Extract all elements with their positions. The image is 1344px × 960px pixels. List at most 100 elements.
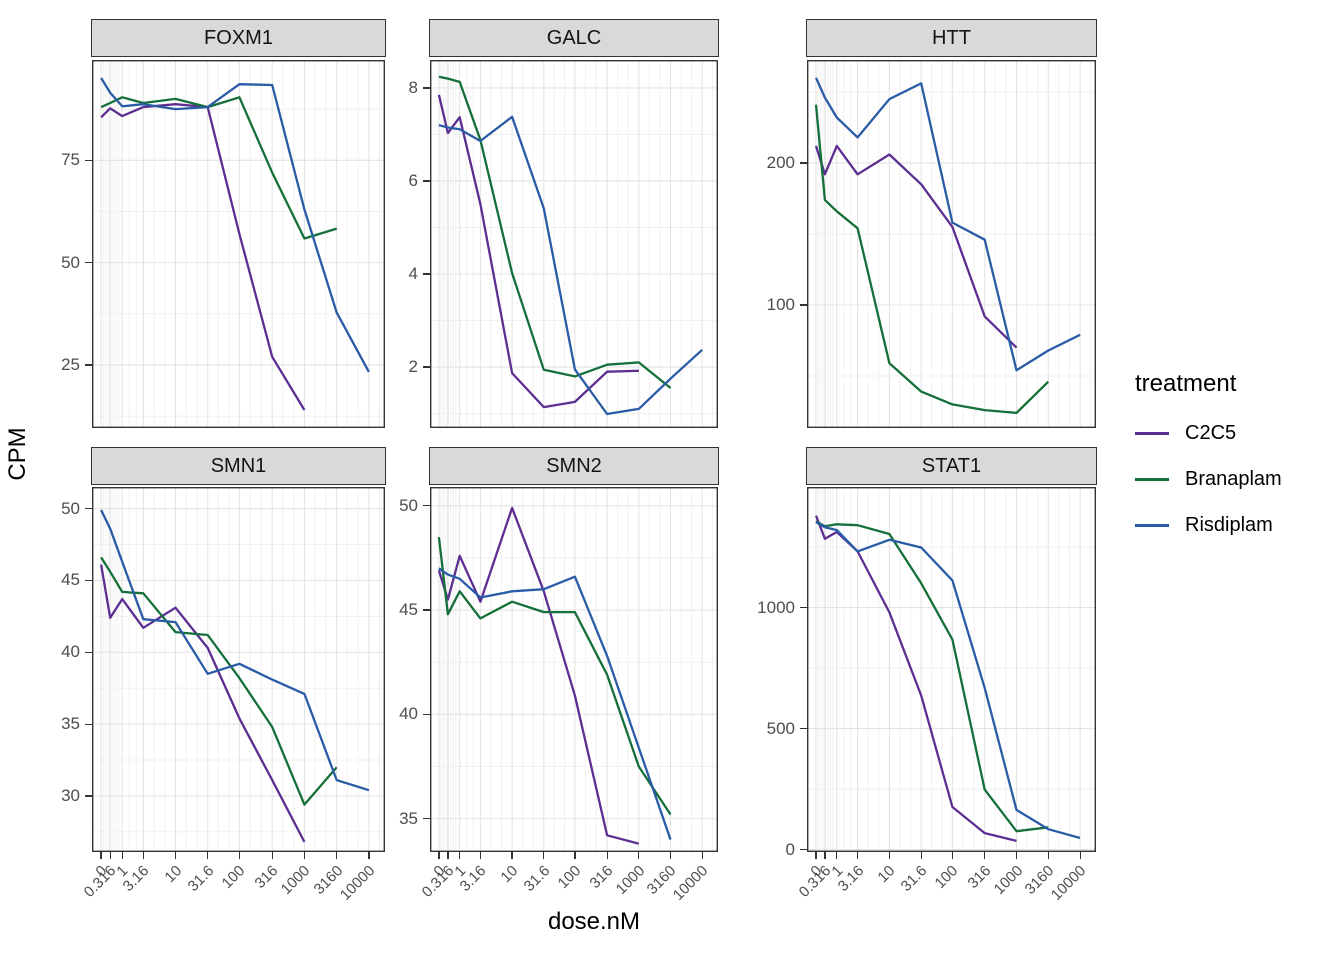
line-c2c5-smn1	[99, 564, 306, 843]
x-tick-mark	[606, 852, 608, 859]
x-tick-mark	[303, 852, 306, 859]
x-tick-mark	[701, 852, 703, 859]
legend-title: treatment	[1135, 370, 1237, 397]
y-tick-mark	[85, 651, 92, 653]
facet-strip-foxm1: FOXM1	[91, 19, 386, 57]
facet-strip-smn1: SMN1	[91, 447, 386, 485]
y-tick-mark	[85, 579, 92, 582]
line-c2c5-foxm1	[100, 103, 306, 411]
y-tick-mark	[85, 364, 92, 366]
facet-strip-label: STAT1	[921, 454, 982, 477]
line-branaplam-htt	[814, 104, 1050, 415]
y-tick-label: 1000	[757, 597, 795, 617]
facet-panel-htt	[807, 60, 1096, 428]
y-tick-label: 4	[408, 264, 418, 283]
y-tick-mark	[800, 162, 807, 164]
x-tick-mark	[479, 852, 482, 859]
y-tick-label: 500	[766, 718, 795, 738]
facet-strip-label: SMN1	[210, 454, 267, 477]
x-tick-mark	[669, 852, 672, 859]
legend-entry-risdiplam: Risdiplam	[1135, 512, 1335, 538]
y-tick-label: 6	[408, 170, 418, 190]
y-tick-label: 8	[408, 77, 418, 97]
y-tick-mark	[423, 713, 430, 716]
line-branaplam-stat1	[815, 520, 1049, 833]
x-tick-mark	[121, 852, 123, 859]
x-tick-mark	[856, 852, 859, 859]
x-tick-mark	[888, 852, 891, 859]
legend-label: Branaplam	[1185, 467, 1282, 490]
x-tick-mark	[920, 852, 922, 859]
c2c5-line-key	[1135, 431, 1169, 435]
facet-strip-smn2: SMN2	[429, 447, 719, 485]
facet-strip-label: FOXM1	[204, 26, 273, 49]
facet-panel-smn2	[430, 487, 718, 852]
x-tick-mark	[1047, 852, 1049, 859]
facet-strip-label: GALC	[546, 26, 602, 49]
y-tick-label: 35	[61, 714, 80, 734]
x-tick-mark	[447, 852, 449, 859]
facet-strip-label: SMN2	[546, 454, 602, 477]
y-tick-label: 75	[61, 150, 80, 170]
line-risdiplam-galc	[438, 115, 703, 416]
legend-label: C2C5	[1185, 421, 1237, 444]
facet-panel-stat1	[807, 487, 1096, 852]
x-tick-mark	[574, 852, 576, 859]
y-tick-mark	[423, 273, 430, 275]
y-tick-mark	[800, 304, 807, 306]
x-tick-mark	[336, 852, 338, 859]
y-tick-mark	[800, 606, 807, 609]
y-tick-mark	[800, 727, 807, 730]
y-tick-label: 30	[61, 785, 80, 805]
line-c2c5-smn2	[437, 506, 640, 845]
y-tick-mark	[423, 818, 430, 820]
line-branaplam-smn2	[437, 536, 672, 816]
y-tick-mark	[800, 848, 807, 851]
x-tick-mark	[1015, 852, 1018, 859]
line-risdiplam-htt	[814, 77, 1081, 372]
x-tick-mark	[951, 852, 954, 859]
y-tick-mark	[423, 87, 430, 89]
x-tick-mark	[100, 852, 102, 859]
facet-strip-galc: GALC	[429, 19, 719, 57]
facet-strip-htt: HTT	[806, 19, 1097, 57]
y-tick-label: 0	[785, 839, 795, 859]
y-tick-mark	[85, 723, 92, 725]
line-risdiplam-foxm1	[100, 77, 370, 373]
line-risdiplam-smn1	[100, 509, 370, 792]
facet-strip-label: HTT	[932, 26, 971, 49]
x-tick-mark	[238, 852, 241, 859]
x-axis-title: dose.nM	[547, 908, 641, 935]
x-tick-mark	[142, 852, 144, 859]
y-tick-mark	[85, 795, 92, 797]
line-c2c5-stat1	[814, 515, 1017, 843]
y-tick-mark	[423, 366, 430, 368]
x-tick-mark	[824, 852, 826, 859]
y-tick-label: 45	[61, 570, 80, 590]
x-tick-mark	[438, 852, 440, 859]
line-risdiplam-smn2	[438, 567, 672, 840]
legend-entry-c2c5: C2C5	[1135, 420, 1335, 446]
x-tick-mark	[459, 852, 461, 859]
facet-panel-smn1	[92, 487, 385, 852]
y-tick-mark	[85, 507, 92, 510]
x-tick-mark	[109, 852, 111, 859]
x-tick-mark	[511, 852, 513, 859]
facet-strip-stat1: STAT1	[806, 447, 1097, 485]
x-tick-mark	[815, 852, 817, 859]
line-c2c5-htt	[814, 144, 1018, 349]
line-risdiplam-stat1	[815, 521, 1081, 840]
y-tick-label: 35	[399, 808, 418, 828]
y-tick-label: 50	[61, 252, 80, 272]
y-tick-mark	[423, 505, 430, 507]
y-tick-label: 45	[399, 600, 418, 620]
facet-panel-foxm1	[92, 60, 385, 428]
y-tick-label: 50	[399, 495, 418, 515]
y-axis-title: CPM	[4, 427, 31, 481]
legend: treatment C2C5 Branaplam Risdiplam	[1135, 370, 1335, 558]
facet-panel-galc	[430, 60, 718, 428]
risdiplam-line-key	[1135, 523, 1169, 527]
branaplam-line-key	[1135, 477, 1169, 481]
y-tick-label: 40	[61, 642, 80, 662]
